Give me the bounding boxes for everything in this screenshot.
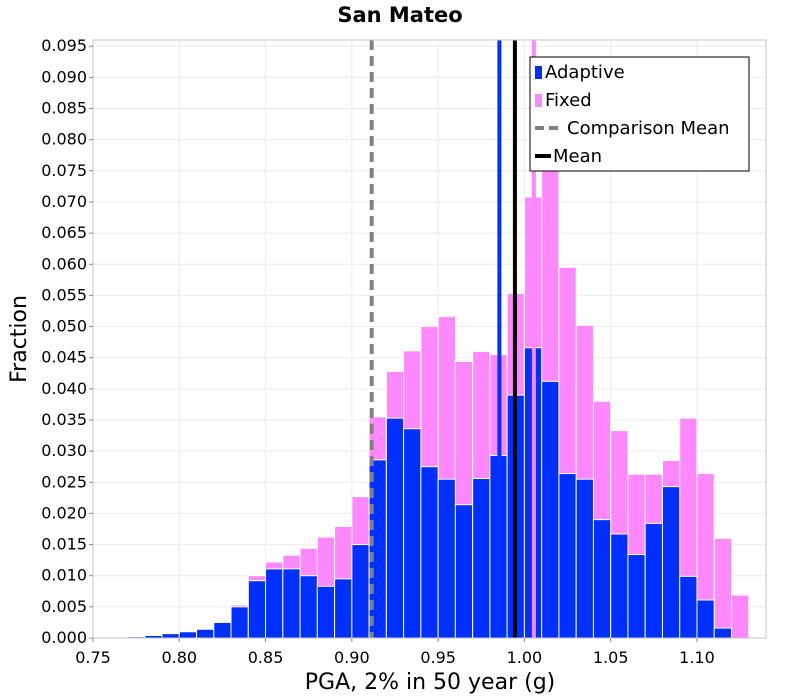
legend-label-comparison-mean: Comparison Mean bbox=[567, 118, 730, 139]
legend-label-mean: Mean bbox=[553, 146, 602, 167]
adaptive-bar bbox=[472, 478, 491, 639]
adaptive-bar bbox=[230, 606, 249, 639]
x-tick-label: 0.75 bbox=[75, 648, 111, 667]
adaptive-bar bbox=[437, 478, 456, 639]
adaptive-bar bbox=[627, 554, 646, 639]
y-tick-label: 0.070 bbox=[41, 192, 87, 211]
adaptive-bar bbox=[661, 486, 681, 639]
adaptive-bar bbox=[644, 522, 663, 639]
adaptive-bar bbox=[592, 519, 612, 639]
x-axis: 0.75 0.80 0.85 0.90 0.95 1.00 1.05 1.10 bbox=[75, 638, 715, 667]
y-tick-label: 0.035 bbox=[41, 410, 87, 429]
y-tick-label: 0.040 bbox=[41, 379, 87, 398]
adaptive-bar bbox=[178, 631, 198, 639]
adaptive-bar bbox=[610, 533, 629, 639]
adaptive-bar bbox=[713, 627, 732, 639]
adaptive-bar bbox=[420, 466, 439, 639]
plot-frame bbox=[92, 39, 767, 639]
y-tick-label: 0.060 bbox=[41, 254, 87, 273]
adaptive-bar bbox=[403, 428, 422, 639]
x-tick-label: 0.85 bbox=[248, 648, 284, 667]
x-tick-label: 1.10 bbox=[679, 648, 715, 667]
adaptive-bar bbox=[575, 478, 594, 639]
y-tick-label: 0.085 bbox=[41, 99, 87, 118]
y-tick-label: 0.020 bbox=[41, 503, 87, 522]
adaptive-bar bbox=[161, 633, 180, 639]
y-tick-label: 0.050 bbox=[41, 317, 87, 336]
x-tick-label: 0.80 bbox=[161, 648, 197, 667]
legend-swatch-fixed bbox=[535, 94, 542, 107]
legend-label-adaptive: Adaptive bbox=[545, 62, 625, 83]
adaptive-bar bbox=[679, 575, 698, 639]
x-axis-label: PGA, 2% in 50 year (g) bbox=[305, 670, 556, 695]
legend-swatch-adaptive bbox=[535, 66, 542, 79]
adaptive-bar bbox=[282, 568, 301, 639]
y-axis: 0.000 0.005 0.010 0.015 0.020 0.025 0.030 0.035… bbox=[41, 36, 93, 647]
fixed-bar bbox=[713, 537, 732, 639]
adaptive-bar bbox=[454, 504, 474, 639]
y-tick-label: 0.015 bbox=[41, 535, 87, 554]
x-tick-label: 1.05 bbox=[593, 648, 629, 667]
legend-label-fixed: Fixed bbox=[545, 90, 592, 111]
adaptive-bar bbox=[196, 628, 215, 639]
y-tick-label: 0.075 bbox=[41, 161, 87, 180]
adaptive-bar bbox=[351, 544, 370, 639]
x-tick-label: 1.00 bbox=[507, 648, 543, 667]
adaptive-bar bbox=[696, 599, 715, 639]
y-tick-label: 0.055 bbox=[41, 285, 87, 304]
adaptive-bar bbox=[334, 578, 353, 639]
y-tick-label: 0.005 bbox=[41, 597, 87, 616]
y-tick-label: 0.030 bbox=[41, 441, 87, 460]
adaptive-bar bbox=[541, 380, 560, 639]
x-tick-label: 0.95 bbox=[420, 648, 456, 667]
adaptive-series bbox=[109, 347, 732, 639]
y-tick-label: 0.045 bbox=[41, 348, 87, 367]
y-tick-label: 0.090 bbox=[41, 67, 87, 86]
y-tick-label: 0.080 bbox=[41, 130, 87, 149]
legend: Adaptive Fixed Comparison Mean Mean bbox=[529, 56, 750, 172]
adaptive-bar bbox=[247, 580, 267, 639]
y-tick-label: 0.025 bbox=[41, 472, 87, 491]
fixed-bar bbox=[730, 594, 750, 639]
adaptive-bar bbox=[558, 473, 577, 639]
y-tick-label: 0.095 bbox=[41, 36, 87, 55]
x-tick-label: 0.90 bbox=[334, 648, 370, 667]
chart-title: San Mateo bbox=[337, 3, 462, 27]
y-axis-label: Fraction bbox=[7, 295, 32, 383]
adaptive-bar bbox=[368, 459, 387, 639]
y-tick-label: 0.000 bbox=[41, 628, 87, 647]
adaptive-bar bbox=[265, 568, 284, 639]
adaptive-bar bbox=[213, 621, 232, 639]
adaptive-bar bbox=[385, 417, 405, 639]
adaptive-bar bbox=[299, 575, 318, 639]
adaptive-bar bbox=[316, 585, 336, 639]
y-tick-label: 0.010 bbox=[41, 566, 87, 585]
y-tick-label: 0.065 bbox=[41, 223, 87, 242]
legend-box bbox=[529, 56, 750, 172]
